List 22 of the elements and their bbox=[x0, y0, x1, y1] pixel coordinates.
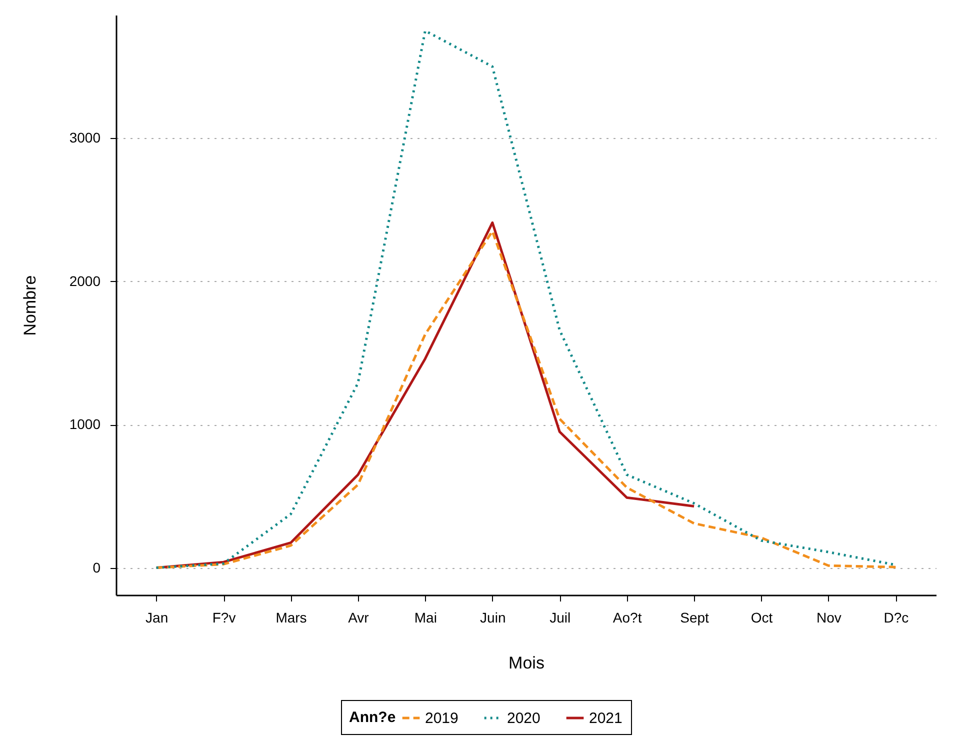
legend-label: 2021 bbox=[589, 710, 622, 727]
y-tick-label: 1000 bbox=[69, 416, 101, 432]
x-tick-label: Avr bbox=[348, 610, 370, 626]
x-tick-label: Nov bbox=[816, 610, 842, 626]
x-tick-label: Jan bbox=[146, 610, 168, 626]
legend-label: 2019 bbox=[425, 710, 458, 727]
legend-title: Ann?e bbox=[349, 709, 396, 726]
y-axis-title: Nombre bbox=[20, 275, 40, 336]
x-tick-label: Juil bbox=[550, 610, 571, 626]
x-tick-label: D?c bbox=[884, 610, 909, 626]
x-tick-label: Juin bbox=[480, 610, 506, 626]
x-tick-label: Sept bbox=[680, 610, 710, 626]
x-tick-label: Ao?t bbox=[612, 610, 642, 626]
x-tick-label: Oct bbox=[750, 610, 773, 626]
x-axis-title: Mois bbox=[508, 654, 544, 672]
x-tick-label: Mars bbox=[276, 610, 307, 626]
x-tick-label: F?v bbox=[212, 610, 236, 626]
y-tick-label: 3000 bbox=[69, 130, 101, 146]
legend-label: 2020 bbox=[507, 710, 540, 727]
y-tick-label: 2000 bbox=[69, 272, 101, 289]
x-tick-label: Mai bbox=[414, 610, 437, 626]
y-tick-label: 0 bbox=[92, 559, 101, 576]
